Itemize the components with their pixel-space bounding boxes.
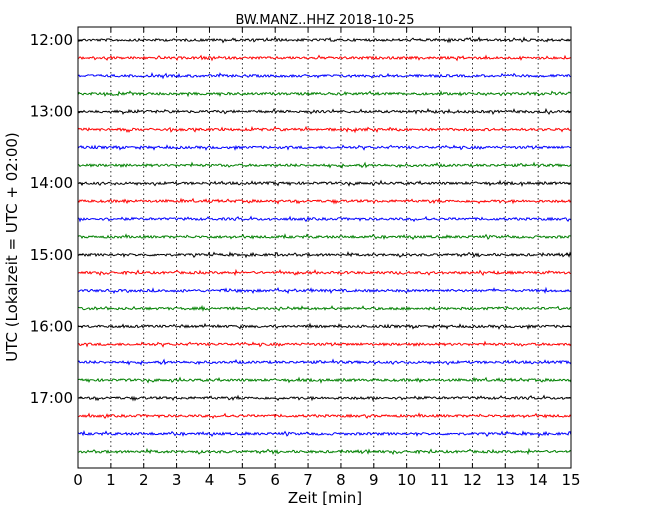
x-tick-label: 11 bbox=[430, 471, 449, 489]
trace-line bbox=[77, 161, 572, 169]
trace-line bbox=[77, 54, 572, 62]
trace-line bbox=[77, 233, 572, 241]
trace-line bbox=[77, 412, 572, 419]
trace-line bbox=[77, 90, 572, 98]
x-axis-label: Zeit [min] bbox=[288, 489, 362, 507]
trace-line bbox=[77, 268, 572, 277]
trace-line bbox=[77, 286, 572, 295]
x-tick-label: 7 bbox=[303, 471, 313, 489]
x-tick-label: 5 bbox=[238, 471, 248, 489]
x-tick-label: 12 bbox=[463, 471, 482, 489]
x-tick-label: 4 bbox=[205, 471, 215, 489]
trace-line bbox=[77, 71, 572, 80]
trace-line bbox=[77, 107, 572, 116]
trace-line bbox=[77, 340, 572, 348]
x-tick-label: 3 bbox=[172, 471, 182, 489]
x-tick-label: 8 bbox=[336, 471, 346, 489]
x-axis: 0 1 2 3 4 5 6 7 8 9 10 11 12 13 14 15 bbox=[73, 27, 581, 489]
trace-line bbox=[77, 358, 572, 366]
trace-line bbox=[77, 125, 572, 134]
y-axis: 12:00 13:00 14:00 15:00 16:00 17:00 bbox=[30, 31, 571, 407]
x-tick-label: 13 bbox=[496, 471, 515, 489]
x-tick-label: 15 bbox=[561, 471, 580, 489]
y-tick-label: 14:00 bbox=[30, 174, 73, 192]
chart-title: BW.MANZ..HHZ 2018-10-25 bbox=[235, 13, 414, 28]
trace-line bbox=[77, 215, 572, 223]
x-tick-label: 9 bbox=[369, 471, 379, 489]
x-tick-label: 6 bbox=[270, 471, 280, 489]
trace-line bbox=[77, 304, 571, 312]
y-tick-label: 16:00 bbox=[30, 317, 73, 335]
trace-line bbox=[77, 394, 572, 402]
y-tick-label: 13:00 bbox=[30, 103, 73, 121]
trace-line bbox=[77, 250, 572, 259]
plot-frame bbox=[77, 26, 572, 469]
trace-line bbox=[77, 36, 572, 44]
y-axis-label: UTC (Lokalzeit = UTC + 02:00) bbox=[3, 132, 21, 362]
trace-line bbox=[77, 197, 572, 205]
y-tick-label: 12:00 bbox=[30, 31, 73, 49]
x-tick-label: 0 bbox=[73, 471, 83, 489]
y-tick-label: 15:00 bbox=[30, 246, 73, 264]
y-tick-label: 17:00 bbox=[30, 389, 73, 407]
trace-group bbox=[77, 36, 572, 456]
trace-line bbox=[77, 322, 572, 330]
trace-line bbox=[77, 376, 572, 384]
x-tick-label: 10 bbox=[397, 471, 416, 489]
trace-line bbox=[77, 430, 572, 438]
trace-line bbox=[77, 144, 572, 151]
x-tick-label: 2 bbox=[139, 471, 149, 489]
trace-line bbox=[77, 447, 572, 456]
trace-line bbox=[77, 179, 572, 188]
x-tick-label: 1 bbox=[106, 471, 116, 489]
grid-lines bbox=[110, 27, 539, 468]
x-tick-label: 14 bbox=[529, 471, 548, 489]
